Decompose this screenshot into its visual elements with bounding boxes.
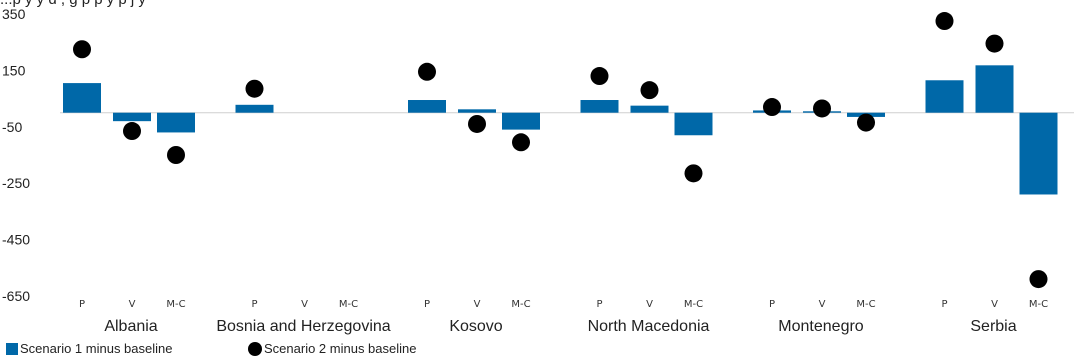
bar-north-macedonia-v	[630, 105, 669, 113]
dot-montenegro-m-c	[857, 113, 875, 132]
dot-kosovo-p	[418, 62, 436, 81]
subcategory-label: V	[819, 299, 826, 310]
bar-bosnia-and-herzegovina-p	[235, 104, 274, 113]
subcategory-label: V	[991, 299, 998, 310]
legend-item-scenario-2: Scenario 2 minus baseline	[248, 341, 416, 356]
subcategory-label: V	[301, 299, 308, 310]
legend-swatch-bar	[6, 342, 18, 355]
subcategory-label: M-C	[1029, 299, 1048, 310]
chart: 350 150 -50 -250 -450 -650 P V M-C Albania P V M-C Bo…	[2, 6, 1074, 335]
legend-label-scenario-2: Scenario 2 minus baseline	[264, 341, 417, 356]
y-tick-label: -450	[2, 232, 30, 248]
subcategory-label: M-C	[856, 299, 875, 310]
subcategory-label: V	[646, 299, 653, 310]
dot-serbia-m-c	[1029, 270, 1048, 289]
dot-north-macedonia-v	[640, 81, 659, 100]
y-tick-label: -50	[2, 119, 22, 135]
subcategory-label: M-C	[511, 299, 530, 310]
group-label: Kosovo	[449, 318, 502, 335]
dot-albania-m-c	[167, 146, 185, 164]
bar-serbia-p	[925, 80, 964, 113]
legend-swatch-dot	[248, 341, 262, 356]
subcategory-label: P	[424, 299, 430, 310]
subcategory-label: V	[474, 299, 481, 310]
dot-albania-v	[123, 122, 141, 141]
group-label: Serbia	[970, 318, 1016, 335]
dot-albania-p	[73, 40, 91, 59]
dot-montenegro-p	[763, 98, 781, 117]
bar-albania-m-c	[157, 112, 195, 133]
subcategory-label: P	[941, 299, 947, 310]
bar-albania-p	[63, 83, 101, 113]
subcategory-label: P	[769, 299, 775, 310]
y-tick-label: 150	[2, 62, 26, 78]
subcategory-label: P	[79, 299, 85, 310]
dot-bosnia-and-herzegovina-p	[245, 79, 264, 98]
chart-title-partial: ...p y y d , g p p y p j y	[0, 0, 146, 8]
dot-kosovo-m-c	[512, 133, 530, 152]
bar-north-macedonia-m-c	[674, 112, 713, 136]
legend-label-scenario-1: Scenario 1 minus baseline	[20, 341, 173, 356]
dot-montenegro-v	[813, 99, 831, 118]
bar-serbia-v	[975, 65, 1014, 113]
bar-north-macedonia-p	[580, 100, 619, 113]
dot-kosovo-v	[468, 114, 486, 133]
y-tick-label: -250	[2, 175, 30, 191]
group-label: Albania	[104, 318, 157, 335]
subcategory-label: V	[129, 299, 136, 310]
dot-north-macedonia-p	[590, 67, 609, 86]
bar-serbia-m-c	[1019, 112, 1058, 195]
subcategory-label: M-C	[339, 299, 358, 310]
bar-kosovo-v	[458, 109, 496, 113]
subcategory-label: P	[251, 299, 257, 310]
bar-kosovo-p	[408, 100, 446, 113]
subcategory-label: P	[596, 299, 602, 310]
group-label: Bosnia and Herzegovina	[216, 318, 390, 335]
y-tick-label: -650	[2, 288, 30, 304]
legend-item-scenario-1: Scenario 1 minus baseline	[6, 341, 172, 356]
subcategory-label: M-C	[684, 299, 703, 310]
y-tick-label: 350	[2, 6, 26, 22]
dot-serbia-p	[935, 12, 954, 31]
group-label: North Macedonia	[588, 318, 710, 335]
group-label: Montenegro	[778, 318, 863, 335]
dot-serbia-v	[985, 34, 1004, 53]
bar-kosovo-m-c	[502, 112, 540, 130]
dot-north-macedonia-m-c	[684, 164, 703, 183]
bar-albania-v	[113, 112, 151, 122]
legend: Scenario 1 minus baseline Scenario 2 min…	[6, 341, 706, 359]
subcategory-label: M-C	[166, 299, 185, 310]
